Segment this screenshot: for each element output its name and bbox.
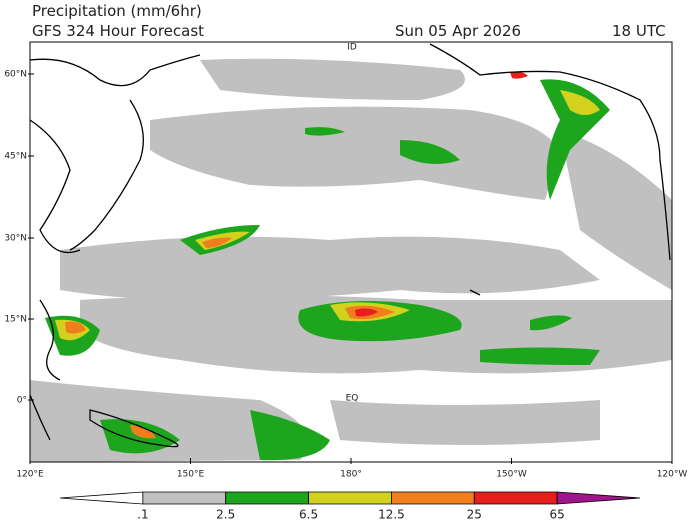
lat-label: 45°N — [4, 152, 27, 162]
lon-label: 120°W — [657, 470, 688, 480]
map-marker: EQ — [346, 394, 359, 404]
date: Sun 05 Apr 2026 — [395, 22, 521, 40]
lon-label: 120°E — [16, 470, 44, 480]
colorbar-segment — [391, 491, 475, 505]
title: Precipitation (mm/6hr) — [32, 2, 202, 20]
lat-label: 15°N — [4, 315, 27, 325]
lat-label: 0° — [17, 396, 27, 406]
map — [29, 41, 673, 463]
colorbar-label: .1 — [137, 508, 148, 522]
lat-label: 60°N — [4, 70, 27, 80]
colorbar-segment — [225, 491, 309, 505]
colorbar-label: 25 — [467, 508, 482, 522]
colorbar-segment — [556, 491, 641, 505]
colorbar-label: 65 — [550, 508, 565, 522]
colorbar-label: 6.5 — [299, 508, 318, 522]
colorbar-segment — [308, 491, 392, 505]
lon-label: 150°E — [177, 470, 205, 480]
colorbar-label: 12.5 — [378, 508, 405, 522]
lon-label: 150°W — [496, 470, 527, 480]
precip-fields — [30, 43, 672, 462]
lon-label: 180° — [340, 470, 362, 480]
colorbar-segment — [142, 491, 227, 505]
colorbar-segment — [473, 491, 558, 505]
lat-label: 30°N — [4, 234, 27, 244]
map-marker: ID — [347, 43, 357, 53]
colorbar-segment — [59, 491, 144, 505]
model: GFS 324 Hour Forecast — [32, 22, 204, 40]
colorbar-label: 2.5 — [216, 508, 235, 522]
time: 18 UTC — [612, 22, 666, 40]
